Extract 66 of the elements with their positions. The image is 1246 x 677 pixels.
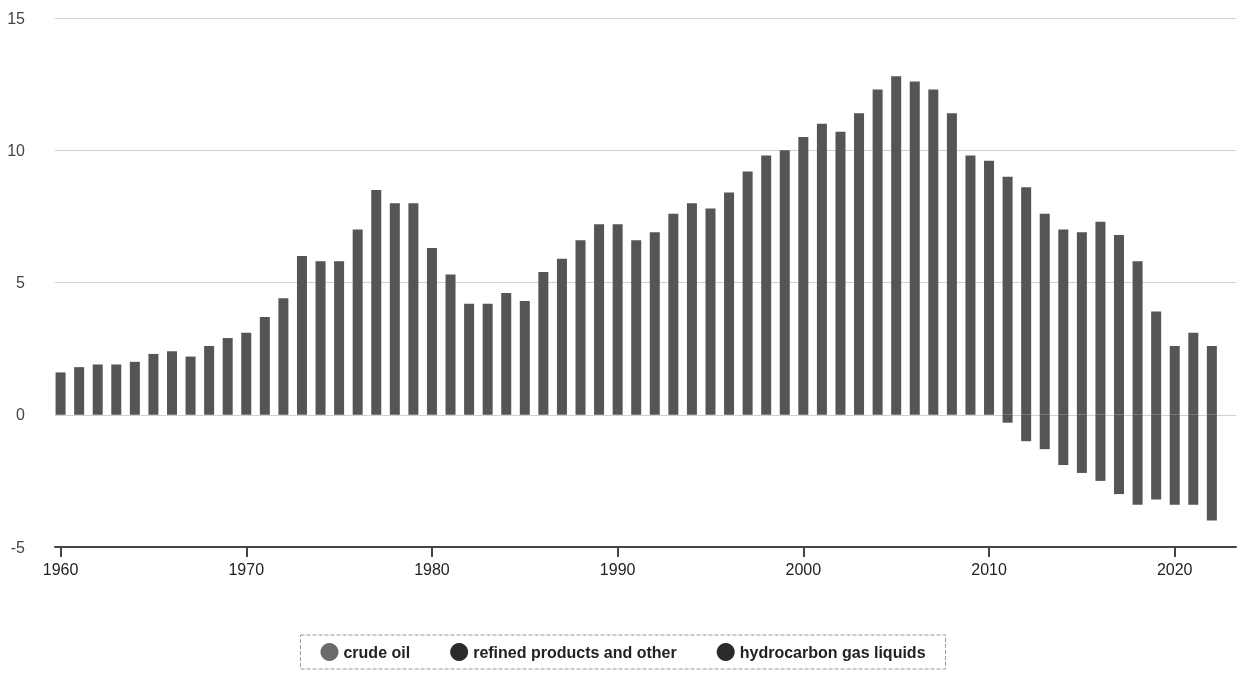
bar <box>426 248 437 415</box>
bar <box>761 155 772 415</box>
bar <box>668 213 679 415</box>
bar <box>296 256 307 415</box>
bar <box>92 364 103 415</box>
bar <box>389 203 400 415</box>
legend-label: crude oil <box>343 643 411 661</box>
bar <box>55 372 66 415</box>
bar <box>686 203 697 415</box>
bar <box>649 232 660 415</box>
x-tick-label: 2010 <box>971 560 1007 578</box>
bar <box>501 293 512 415</box>
bar <box>928 89 939 415</box>
bar <box>965 155 976 415</box>
bar <box>129 361 140 415</box>
x-tick-label: 1990 <box>599 560 636 578</box>
bar <box>464 303 475 415</box>
bar <box>909 81 920 415</box>
bar <box>854 113 865 415</box>
bar <box>74 367 85 415</box>
bar <box>556 258 567 415</box>
bar <box>204 345 215 415</box>
bar <box>705 208 716 415</box>
bar <box>946 113 957 415</box>
bar <box>891 76 902 415</box>
bar <box>724 192 735 415</box>
bar <box>798 137 809 415</box>
bar <box>166 351 177 415</box>
bar <box>631 240 642 415</box>
bar <box>148 353 159 415</box>
bar <box>984 160 995 415</box>
bar <box>371 189 382 415</box>
bar <box>538 271 549 415</box>
bar <box>278 298 289 415</box>
bar <box>334 261 345 415</box>
bar <box>259 316 270 415</box>
y-tick-label: 10 <box>7 141 26 159</box>
bar <box>482 303 493 415</box>
x-tick-label: 1980 <box>414 560 450 578</box>
bar <box>352 229 363 415</box>
bar <box>594 224 605 415</box>
x-tick-label: 2000 <box>785 560 822 578</box>
bar <box>315 261 326 415</box>
y-tick-label: 5 <box>16 274 26 291</box>
bar <box>816 123 827 415</box>
bar <box>575 240 586 415</box>
bar <box>408 203 419 415</box>
y-tick-label: 15 <box>7 9 26 27</box>
bar <box>185 356 196 415</box>
bar <box>779 150 790 415</box>
bar <box>742 171 753 415</box>
bar <box>445 274 456 415</box>
y-tick-label: 0 <box>16 406 26 424</box>
bar <box>612 224 623 415</box>
legend-label: hydrocarbon gas liquids <box>739 643 926 661</box>
x-tick-label: 2020 <box>1156 560 1193 578</box>
legend-label: refined products and other <box>473 643 677 661</box>
x-tick-label: 1970 <box>228 560 265 578</box>
x-tick-label: 1960 <box>42 560 79 578</box>
bar <box>872 89 883 415</box>
bar <box>835 131 846 415</box>
y-tick-label: -5 <box>10 538 26 556</box>
bar <box>222 338 233 415</box>
bar <box>241 332 252 415</box>
bar <box>519 301 530 415</box>
bar <box>111 364 122 415</box>
